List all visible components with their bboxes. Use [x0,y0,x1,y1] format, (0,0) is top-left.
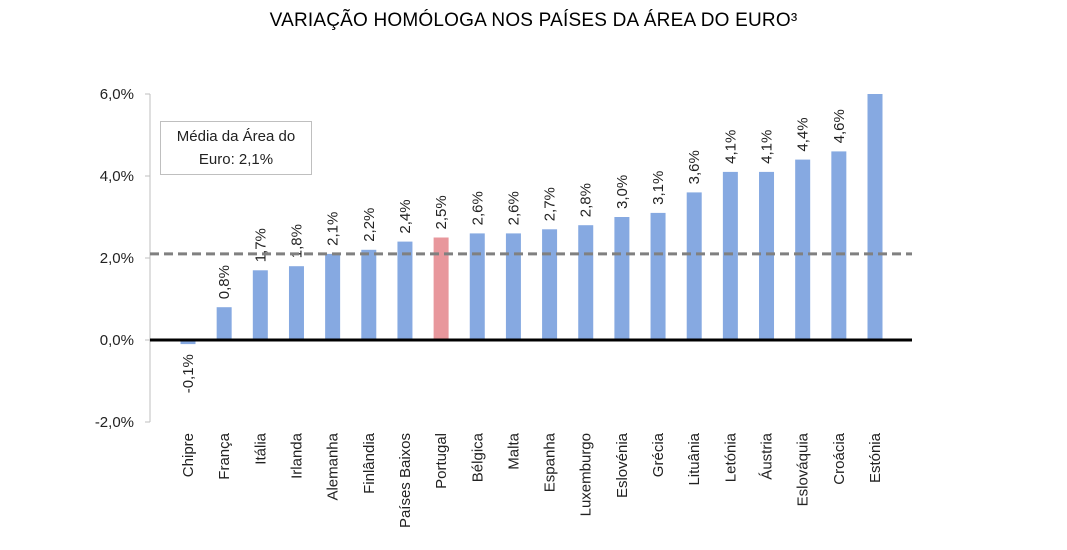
data-label: 2,4% [397,199,414,233]
data-label: -0,1% [180,354,197,393]
data-label: 3,6% [686,150,703,184]
data-label: 2,6% [505,191,522,225]
data-label: 0,8% [216,265,233,299]
x-tick-label: Lituânia [686,432,703,485]
data-label: 1,8% [288,224,305,258]
x-tick-label: Eslováquia [795,432,812,506]
bar-Países Baixos [397,241,413,340]
bar-Malta [505,233,521,340]
x-tick-label: Malta [505,432,522,469]
x-tick-label: Portugal [433,433,450,489]
y-tick-label: -2,0% [95,414,134,431]
bar-Grécia [650,212,666,340]
average-annotation: Média da Área do Euro: 2,1% [160,121,312,175]
bar-Áustria [759,171,775,340]
data-label: 2,7% [542,187,559,221]
average-label-line1: Média da Área do [176,128,296,145]
data-label: 3,0% [614,175,631,209]
x-tick-label: Eslovénia [614,432,631,498]
bar-França [216,307,232,340]
bar-Itália [252,270,268,340]
x-tick-label: Bélgica [469,432,486,482]
data-label: 2,2% [361,208,378,242]
bar-Alemanha [325,253,341,340]
average-label-line2: Euro: 2,1% [198,151,274,168]
data-label: 1,7% [252,228,269,262]
y-tick-label: 4,0% [100,168,134,185]
x-tick-label: Croácia [831,432,848,484]
bar-Eslovénia [614,217,630,340]
x-tick-label: Grécia [650,432,667,477]
bar-Croácia [831,151,847,340]
bar-Luxemburgo [578,225,594,340]
bar-Irlanda [288,266,304,340]
x-tick-label: Chipre [180,433,197,477]
x-tick-label: Espanha [542,432,559,492]
bar-Portugal [433,237,449,340]
x-tick-label: Alemanha [325,432,342,500]
x-tick-label: Áustria [759,432,776,479]
data-label: 4,4% [795,117,812,151]
data-label: 2,8% [578,183,595,217]
y-tick-label: 2,0% [100,250,134,267]
data-label: 2,1% [325,212,342,246]
x-tick-label: Luxemburgo [578,433,595,516]
data-label: 3,1% [650,171,667,205]
data-label: 2,5% [433,195,450,229]
bar-Chipre [180,340,196,345]
x-tick-label: Países Baixos [397,433,414,528]
bar-Letónia [722,171,738,340]
data-label: 2,6% [469,191,486,225]
x-tick-label: Letónia [722,432,739,482]
x-tick-label: Finlândia [361,432,378,494]
bar-Lituânia [686,192,702,340]
x-tick-label: Irlanda [288,432,305,479]
bar-Estónia [867,94,883,340]
y-tick-label: 0,0% [100,332,134,349]
bar-Eslováquia [795,159,811,340]
bar-Bélgica [469,233,485,340]
x-tick-label: Estónia [867,432,884,483]
bar-Espanha [542,229,558,340]
chart-title: VARIAÇÃO HOMÓLOGA NOS PAÍSES DA ÁREA DO … [269,10,798,31]
x-tick-label: Itália [252,432,269,464]
bar-Finlândia [361,249,377,340]
data-label: 4,1% [759,130,776,164]
data-label: 4,6% [831,109,848,143]
x-tick-label: França [216,432,233,479]
data-label: 4,1% [722,130,739,164]
y-tick-label: 6,0% [100,86,134,103]
